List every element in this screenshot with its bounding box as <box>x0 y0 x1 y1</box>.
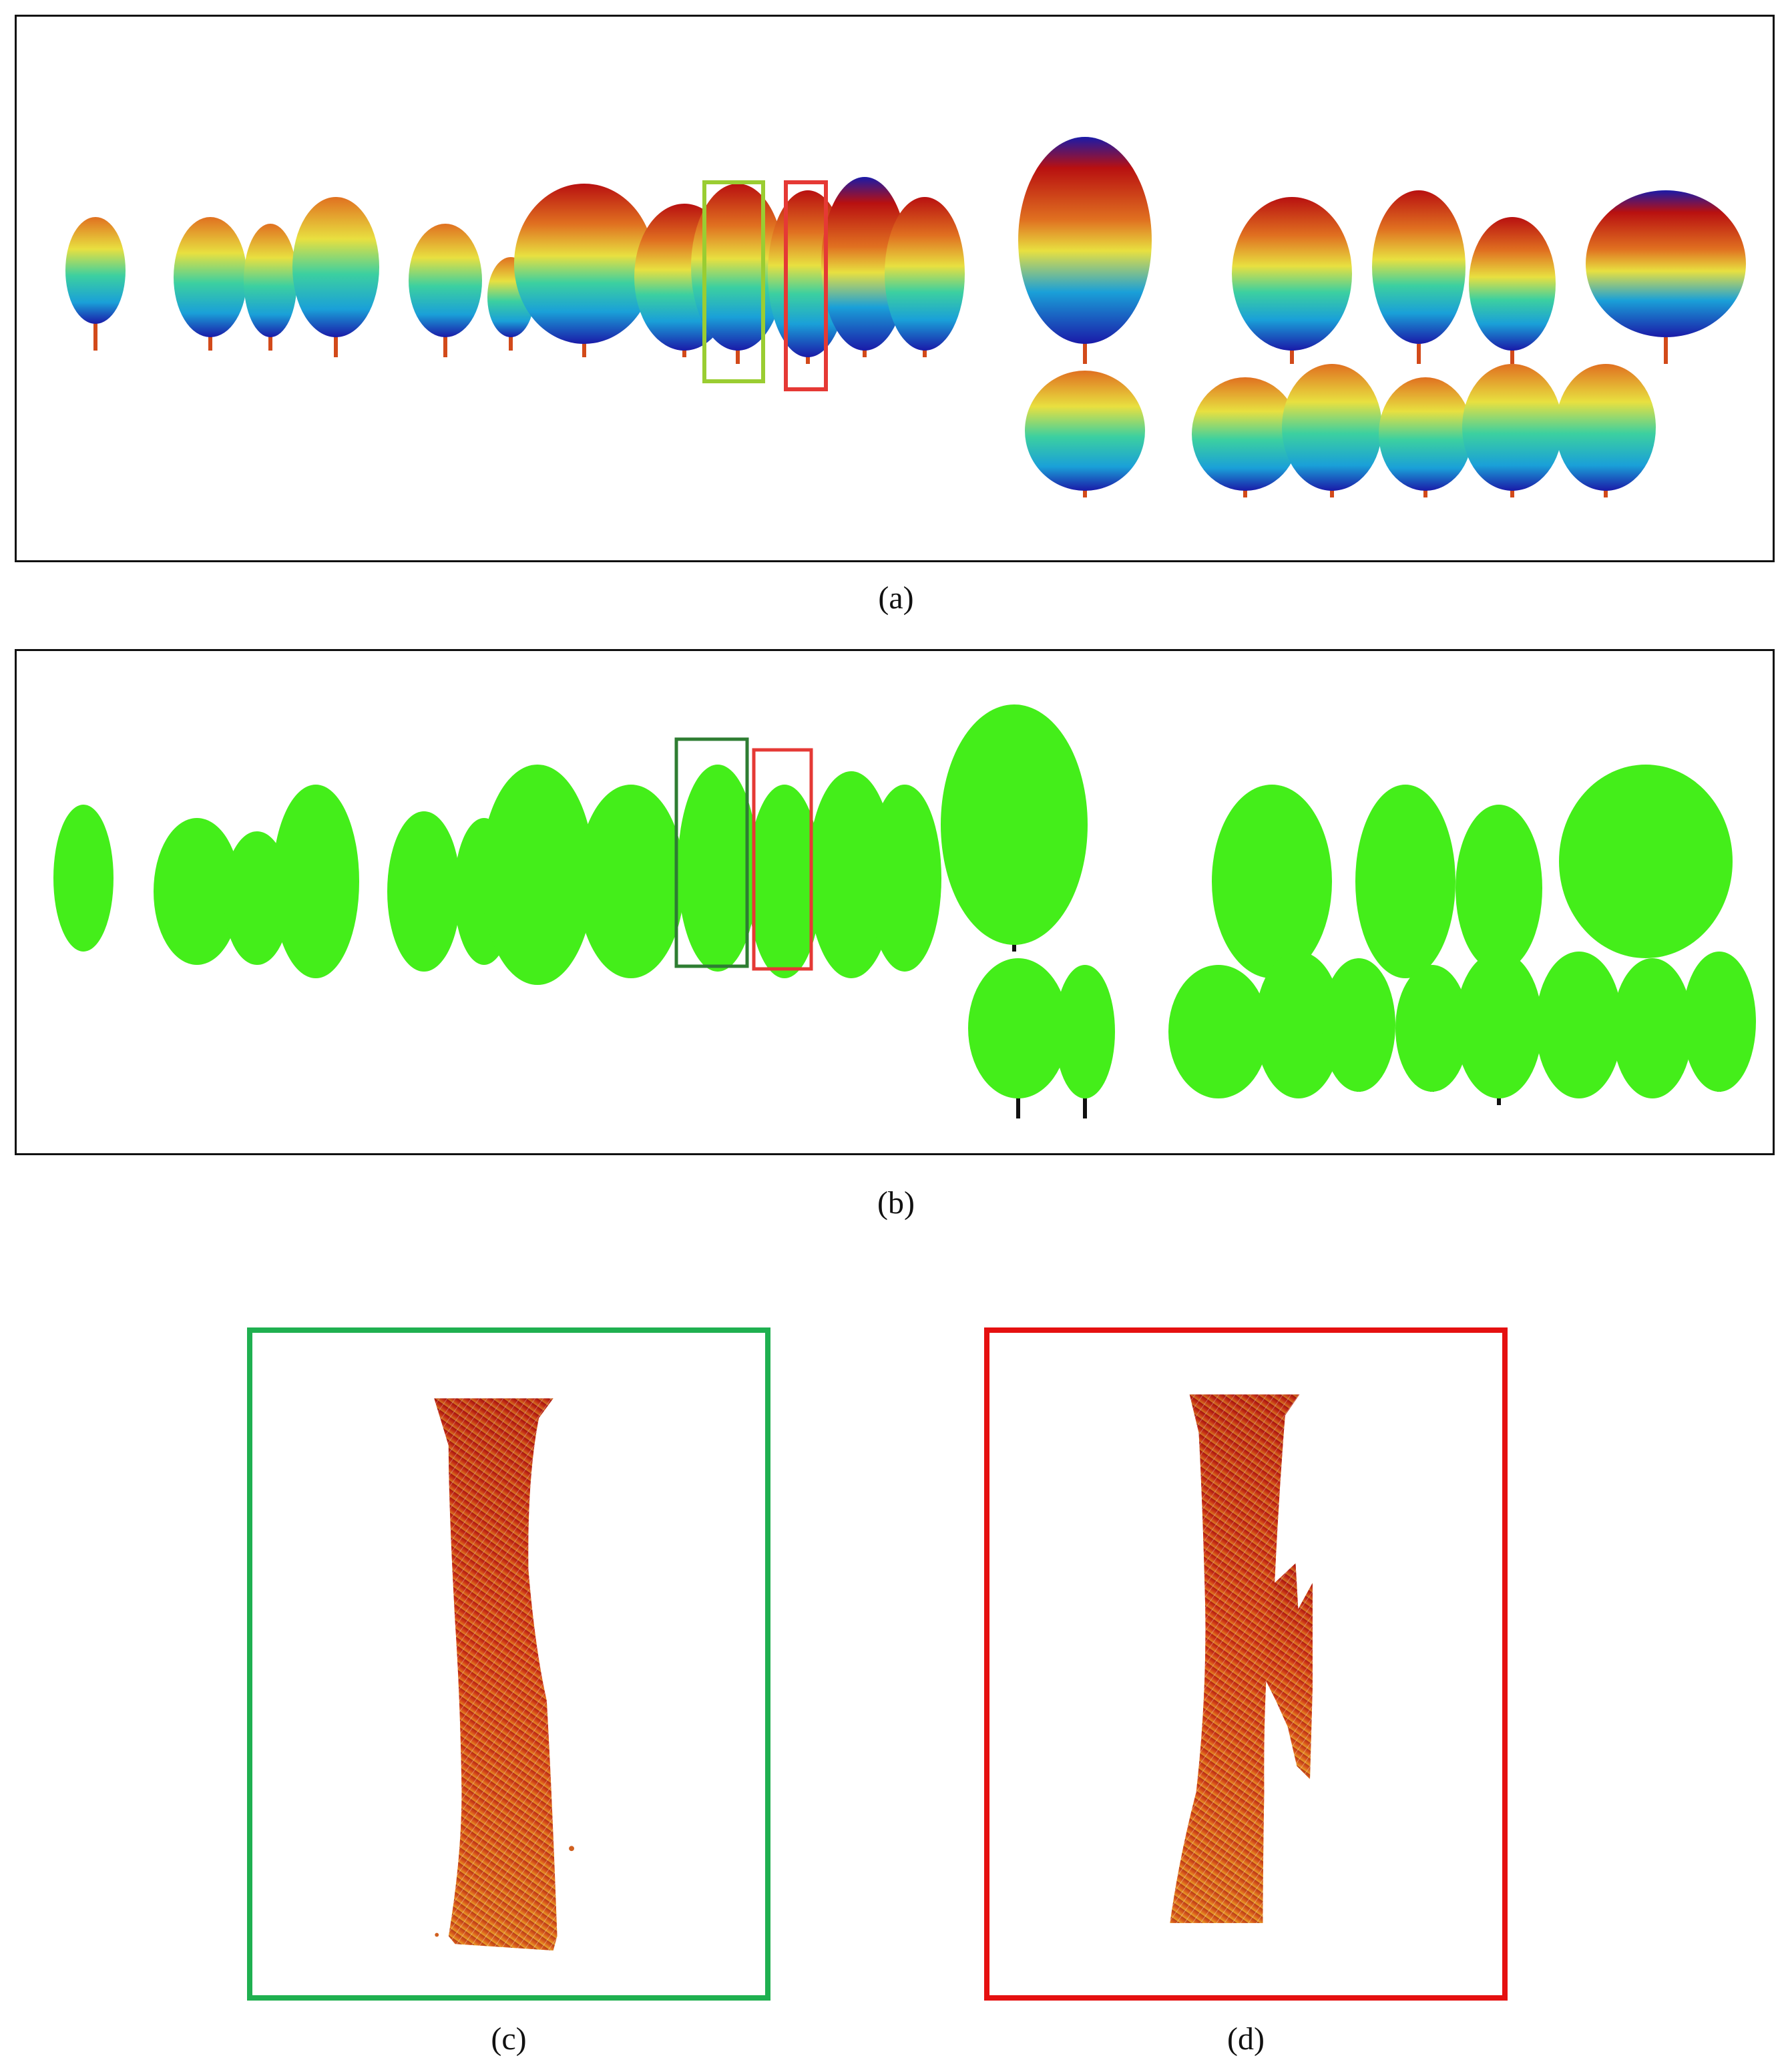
segmented-trees <box>53 704 1756 1118</box>
panel-b-segmented-cloud <box>15 649 1775 1155</box>
tree-crown <box>409 224 482 337</box>
tree-crown <box>1355 785 1455 978</box>
tree-trunk <box>93 311 97 351</box>
tree-trunk <box>1083 337 1087 364</box>
tree-crown <box>1395 965 1469 1092</box>
tree-crown <box>1168 965 1269 1098</box>
tree-crown <box>1469 217 1556 351</box>
highlight-box-correct <box>674 737 749 968</box>
tree-crown <box>1018 137 1152 344</box>
trunk-point-cloud-icon <box>434 1398 574 1951</box>
tree-crown <box>292 197 379 337</box>
highlight-box-incorrect <box>752 748 813 971</box>
caption-a: (a) <box>878 580 914 616</box>
tree-trunk <box>1664 337 1668 364</box>
caption-b: (b) <box>877 1185 915 1221</box>
tree-crown <box>1455 805 1542 972</box>
tree-crown <box>1055 965 1115 1098</box>
tree-crown <box>1372 190 1466 344</box>
tree-crown <box>387 811 461 972</box>
tree-crown <box>1556 364 1656 491</box>
tree-crown <box>1282 364 1382 491</box>
tree-trunk <box>1417 344 1421 364</box>
merged-trunk-point-cloud-icon <box>1170 1394 1313 1923</box>
tree-crown <box>1232 197 1352 351</box>
tree-crown <box>748 785 821 978</box>
tree-crown <box>53 805 114 952</box>
tree-crown <box>808 771 895 978</box>
panel-a-height-colored-cloud <box>15 15 1775 562</box>
tree-crown <box>678 765 758 972</box>
height-colored-trees <box>65 137 1746 497</box>
tree-crown <box>174 217 247 337</box>
panel-c-trunk-correct <box>247 1327 770 2001</box>
tree-crown <box>821 177 908 351</box>
tree-crown <box>1462 364 1562 491</box>
tree-crown <box>1212 785 1332 978</box>
tree-crown <box>154 818 240 965</box>
tree-trunk <box>334 324 338 357</box>
highlight-box-incorrect <box>784 180 828 391</box>
tree-crown <box>1536 952 1622 1098</box>
tree-crown <box>1586 190 1746 337</box>
tree-crown <box>941 704 1088 945</box>
tree-crown <box>1683 952 1756 1092</box>
tree-crown <box>65 217 126 324</box>
caption-c: (c) <box>491 2021 527 2057</box>
tree-crown <box>244 224 297 337</box>
tree-crown <box>1255 952 1342 1098</box>
tree-crown <box>272 785 359 978</box>
tree-crown <box>578 785 684 978</box>
tree-crown <box>868 785 941 972</box>
tree-crown <box>1612 958 1693 1098</box>
tree-crown <box>481 765 594 985</box>
tree-crown <box>885 197 965 351</box>
tree-crown <box>1322 958 1395 1092</box>
panel-d-trunk-incorrect <box>984 1327 1508 2001</box>
tree-crown <box>1559 765 1733 958</box>
tree-trunk <box>443 324 447 357</box>
tree-crown <box>1025 371 1145 491</box>
tree-crown <box>1455 952 1542 1098</box>
tree-crown <box>514 184 654 344</box>
caption-d: (d) <box>1227 2021 1265 2057</box>
tree-crown <box>968 958 1068 1098</box>
tree-crown <box>1192 377 1299 491</box>
tree-trunk <box>1510 344 1514 364</box>
tree-crown <box>1379 377 1472 491</box>
highlight-box-correct <box>702 180 765 383</box>
